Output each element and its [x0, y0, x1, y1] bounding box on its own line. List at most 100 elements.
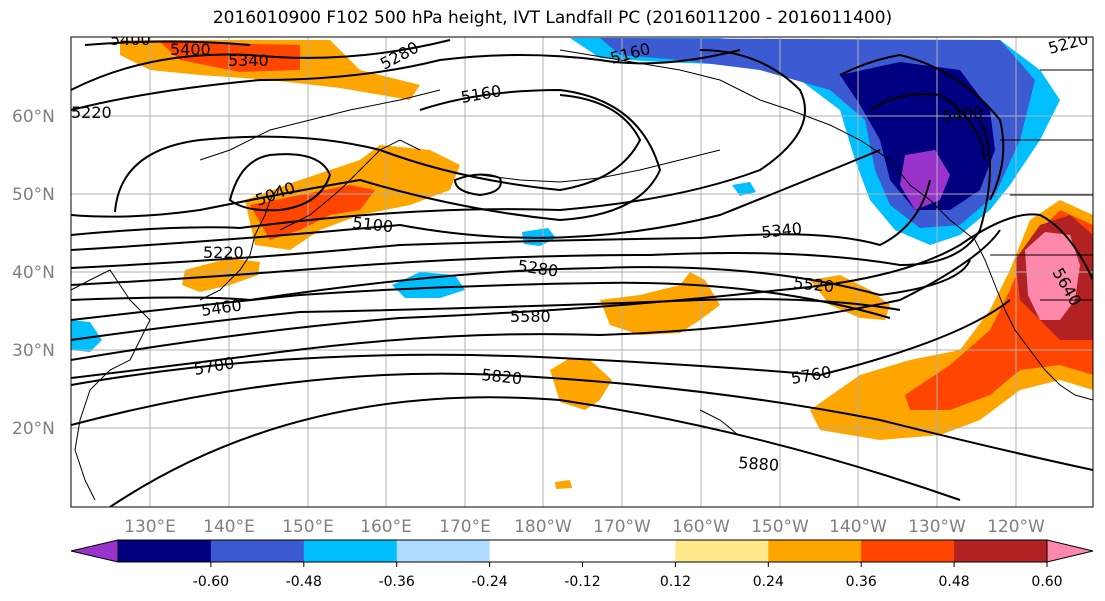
lon-label: 130°E [124, 517, 176, 537]
coast-kuril-kamchatka [279, 139, 421, 231]
lat-label: 50°N [12, 185, 55, 205]
contour-ridge-a [839, 53, 1005, 201]
coast-hawaii [699, 409, 739, 436]
colorbar-tick-label: -0.60 [193, 574, 229, 590]
graticule [71, 37, 1093, 507]
map-frame [70, 36, 1094, 508]
colorbar-segment [582, 540, 676, 562]
contour-label: 5220 [203, 243, 244, 262]
colorbar-tick-label: -0.24 [471, 574, 507, 590]
contour-label: 5400 [110, 30, 151, 49]
contour-labels: 5400 5400 5340 5280 5160 5160 5220 5040 … [71, 30, 1090, 475]
lon-label: 130°W [908, 517, 966, 537]
colorbar-tick-label: 0.12 [660, 574, 691, 590]
colorbar-ticks: -0.60 -0.48 -0.36 -0.24 -0.12 0.12 0.24 0.36 0.4… [193, 562, 1063, 590]
lon-label: 120°W [987, 517, 1045, 537]
contour-5580 [71, 298, 901, 341]
colorbar-tick-label: 0.60 [1031, 574, 1062, 590]
coastlines [71, 49, 1093, 501]
contour-5220 [71, 49, 806, 236]
contour-label: 5340 [760, 219, 802, 242]
colorbar-extend-right [1046, 539, 1094, 563]
shade-blue-small-b [732, 182, 756, 196]
coast-asia [71, 269, 151, 501]
colorbar-segment [210, 540, 305, 562]
lon-label: 140°W [829, 517, 887, 537]
coast-na-west [974, 239, 1093, 401]
contour-upper-5400 [84, 40, 251, 46]
shade-blue-center [392, 272, 465, 298]
contour-5520 [71, 281, 891, 321]
contour-5040 [228, 153, 332, 212]
colorbar-segments [118, 540, 1048, 562]
colorbar-extend-left [70, 539, 119, 563]
chart-title: 2016010900 F102 500 hPa height, IVT Land… [212, 8, 893, 28]
contour-label: 5220 [71, 103, 112, 122]
lon-label: 170°E [439, 517, 491, 537]
shade-blue-west [71, 320, 102, 352]
contour-5280 [71, 149, 881, 251]
coast-na-borders [990, 69, 1093, 301]
colorbar-segment [768, 540, 862, 562]
contour-label: 5400 [941, 103, 983, 126]
contour-5100 [114, 94, 642, 213]
contour-5160 [71, 88, 662, 222]
height-contours [71, 39, 1093, 507]
contour-5400 [71, 119, 991, 286]
coast-siberia [199, 89, 441, 161]
lat-label: 30°N [12, 341, 55, 361]
shade-river-pink [1025, 232, 1080, 320]
map-panel: 5400 5400 5340 5280 5160 5160 5220 5040 … [71, 30, 1093, 507]
shade-central-orange [600, 272, 720, 335]
colorbar-segment [118, 540, 212, 562]
lon-label: 150°W [751, 517, 809, 537]
coast-alaska [559, 49, 976, 241]
lat-label: 60°N [12, 107, 55, 127]
lon-label: 160°E [360, 517, 412, 537]
colorbar-segment [861, 540, 955, 562]
colorbar: -0.60 -0.48 -0.36 -0.24 -0.12 0.12 0.24 0.36 0.4… [70, 539, 1094, 590]
shade-south-orange [550, 358, 612, 410]
coast-japan [199, 184, 281, 301]
colorbar-segment [954, 540, 1048, 562]
contour-blob [453, 173, 502, 197]
contour-label: 5400 [170, 40, 211, 59]
contour-5760 [71, 299, 1011, 386]
lon-label: 180°W [514, 517, 572, 537]
lat-label: 40°N [12, 263, 55, 283]
contour-5460 [71, 259, 971, 302]
shade-east-orange [810, 275, 890, 320]
contour-ridge-b [869, 93, 986, 161]
colorbar-tick-label: 0.48 [939, 574, 970, 590]
lat-labels: 60°N 50°N 40°N 30°N 20°N [12, 107, 55, 439]
lon-label: 160°W [672, 517, 730, 537]
shade-nw-red [160, 42, 300, 72]
colorbar-tick-label: 0.36 [846, 574, 877, 590]
contour-label: 5880 [738, 453, 780, 475]
colorbar-segment [675, 540, 769, 562]
contour-5880 [109, 396, 961, 507]
contour-label: 5100 [352, 213, 394, 236]
contour-label: 5580 [510, 307, 551, 326]
contour-upper-5220 [71, 49, 741, 111]
contour-label: 5340 [228, 51, 269, 70]
lon-label: 150°E [282, 517, 334, 537]
colorbar-tick-label: -0.12 [564, 574, 600, 590]
colorbar-tick-label: -0.36 [379, 574, 415, 590]
shade-hawaii-dot [555, 480, 572, 489]
lon-labels: 130°E 140°E 150°E 160°E 170°E 180°W 170°… [124, 517, 1045, 537]
contour-5640 [71, 213, 1093, 361]
contour-5340 [71, 179, 931, 269]
colorbar-tick-label: -0.48 [286, 574, 322, 590]
colorbar-segment [396, 540, 491, 562]
colorbar-segment [303, 540, 398, 562]
contour-5820 [71, 372, 1093, 471]
contour-label: 5520 [793, 273, 835, 296]
lon-label: 140°E [203, 517, 255, 537]
colorbar-segment [489, 540, 583, 562]
contour-upper-5340 [71, 39, 451, 91]
lat-label: 20°N [12, 419, 55, 439]
lon-label: 170°W [593, 517, 651, 537]
contour-label: 5820 [481, 365, 523, 388]
